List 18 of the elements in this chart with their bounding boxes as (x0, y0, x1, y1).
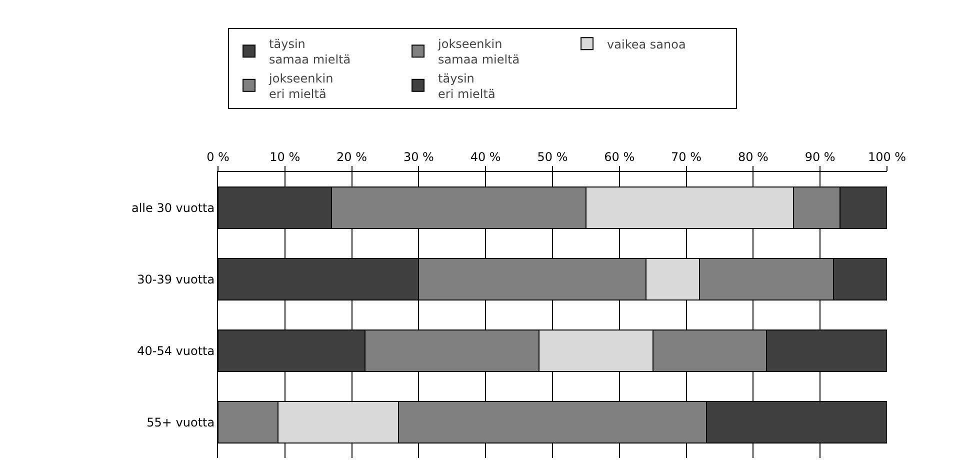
legend-label: vaikea sanoa (607, 37, 686, 52)
x-tick-label: 30 % (403, 150, 434, 164)
x-tick-label: 0 % (206, 150, 230, 164)
x-tick-label: 70 % (671, 150, 702, 164)
legend-label: täysin eri mieltä (438, 71, 496, 101)
y-tick-label: 30-39 vuotta (137, 272, 215, 286)
x-tick-label: 80 % (738, 150, 768, 164)
x-tick-label: 90 % (804, 150, 836, 164)
x-tick-label: 60 % (604, 150, 635, 164)
y-tick-label: alle 30 vuotta (131, 200, 215, 215)
x-tick-label: 10 % (270, 150, 300, 164)
y-tick-label: 40-54 vuotta (137, 344, 215, 358)
x-tick-label: 50 % (537, 150, 568, 164)
y-tick-label: 55+ vuotta (146, 415, 215, 430)
x-tick-label: 100 % (868, 150, 906, 164)
legend-label: jokseenkin eri mieltä (268, 71, 334, 101)
x-tick-label: 40 % (470, 150, 501, 164)
x-tick-label: 20 % (336, 150, 368, 164)
